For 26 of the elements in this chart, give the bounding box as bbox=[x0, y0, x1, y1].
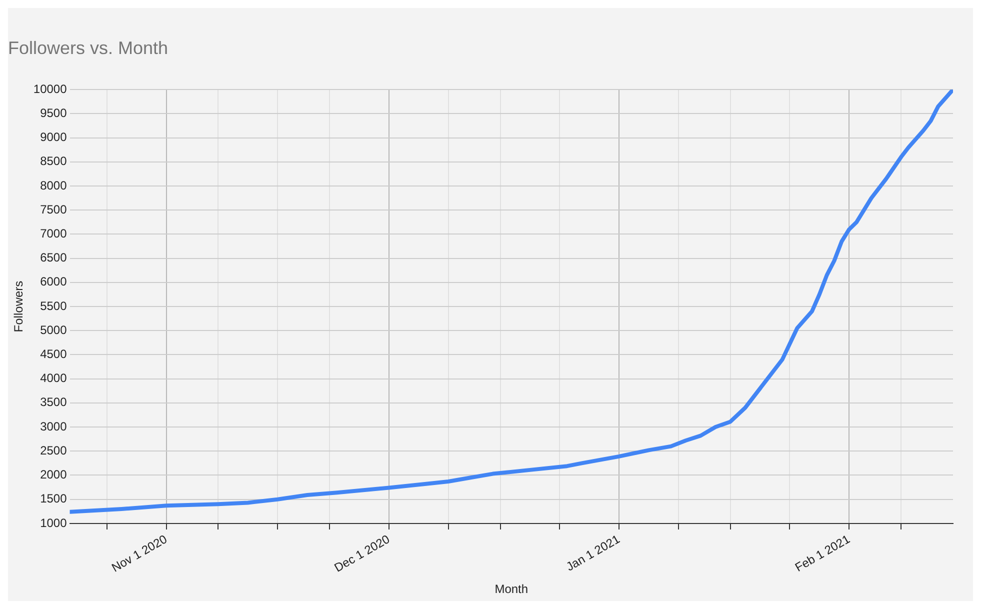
y-tick-label: 4500 bbox=[40, 347, 68, 362]
x-tick-label: Jan 1 2021 bbox=[564, 532, 622, 574]
y-tick-label: 3000 bbox=[40, 419, 68, 434]
y-tick-label: 9500 bbox=[40, 106, 68, 120]
x-tick-label: Nov 1 2020 bbox=[109, 532, 170, 575]
chart-title: Followers vs. Month bbox=[8, 38, 168, 58]
y-tick-label: 3500 bbox=[40, 395, 68, 410]
y-tick-label: 1500 bbox=[40, 492, 68, 506]
y-tick-label: 1000 bbox=[40, 516, 68, 530]
y-tick-label: 6000 bbox=[40, 274, 68, 289]
y-tick-label: 9000 bbox=[40, 130, 68, 144]
y-tick-label: 2000 bbox=[40, 468, 68, 482]
y-tick-label: 7000 bbox=[40, 226, 68, 241]
x-axis-title: Month bbox=[494, 582, 528, 596]
y-tick-label: 2500 bbox=[40, 443, 68, 458]
x-tick-label: Dec 1 2020 bbox=[332, 532, 392, 575]
y-tick-label: 5500 bbox=[40, 298, 68, 313]
y-tick-label: 7500 bbox=[40, 202, 68, 216]
y-tick-label: 10000 bbox=[33, 82, 68, 96]
y-tick-label: 8000 bbox=[40, 178, 68, 192]
y-tick-label: 5000 bbox=[40, 322, 68, 337]
x-tick-label: Feb 1 2021 bbox=[792, 532, 853, 574]
y-tick-label: 4000 bbox=[40, 371, 68, 386]
y-tick-label: 6500 bbox=[40, 250, 68, 265]
y-axis-title: Followers bbox=[12, 280, 26, 332]
y-tick-label: 8500 bbox=[40, 154, 68, 168]
